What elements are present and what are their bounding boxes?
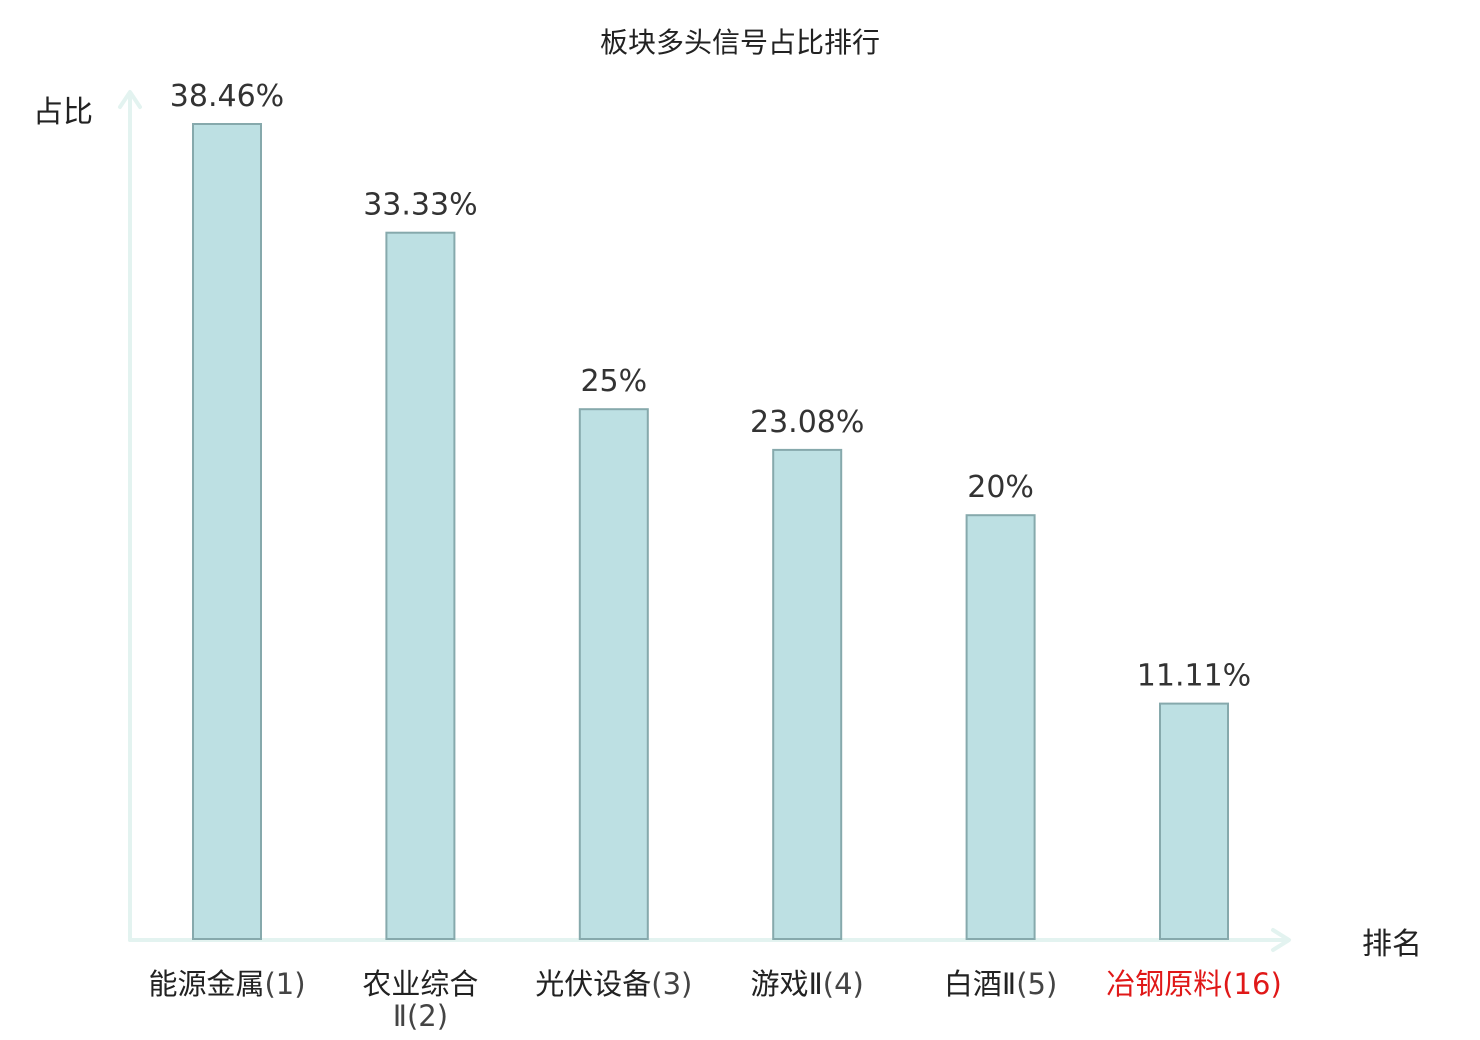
bar-4 (772, 448, 843, 940)
x-axis-label: 排名 (1362, 927, 1422, 962)
value-label-5: 20% (967, 470, 1034, 505)
bar-5 (965, 514, 1036, 940)
category-label-2: 农业综合 Ⅱ(2) (362, 967, 478, 1033)
bar-2 (385, 231, 456, 940)
x-axis-arrow (1271, 928, 1291, 952)
value-labels-group: 38.46% 33.33% 25% 23.08% 20% 11.11% (170, 79, 1251, 694)
category-label-3: 光伏设备(3) (535, 967, 692, 1001)
category-label-4: 游戏Ⅱ(4) (751, 967, 864, 1001)
bar-3 (578, 408, 649, 940)
bar-1 (192, 123, 262, 940)
category-labels-group: 能源金属(1) 农业综合 Ⅱ(2) 光伏设备(3) 游戏Ⅱ(4) 白酒Ⅱ(5) 冶钢原料(1… (148, 967, 1281, 1033)
bar-6 (1159, 702, 1229, 940)
value-label-1: 38.46% (170, 79, 284, 114)
bars-group (192, 123, 1229, 940)
y-axis-arrow (118, 90, 142, 109)
value-label-3: 25% (580, 364, 647, 399)
chart-title: 板块多头信号占比排行 (600, 26, 880, 59)
category-label-1: 能源金属(1) (148, 967, 305, 1001)
category-label-5: 白酒Ⅱ(5) (944, 967, 1057, 1001)
y-axis-label: 占比 (33, 95, 93, 130)
value-label-2: 33.33% (363, 188, 477, 223)
category-label-6: 冶钢原料(16) (1106, 967, 1282, 1001)
value-label-6: 11.11% (1137, 659, 1251, 694)
value-label-4: 23.08% (750, 405, 864, 440)
